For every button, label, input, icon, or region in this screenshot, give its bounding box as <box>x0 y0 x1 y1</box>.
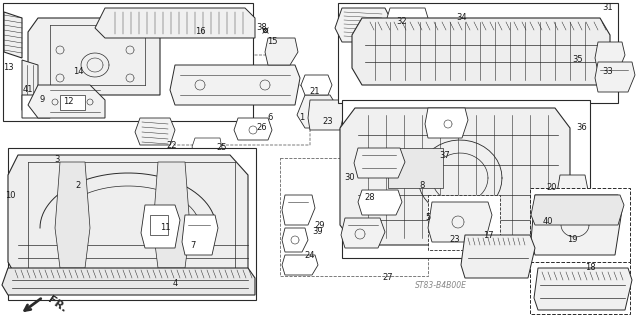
Text: 10: 10 <box>4 190 15 199</box>
Polygon shape <box>341 218 385 248</box>
Polygon shape <box>8 155 248 280</box>
Polygon shape <box>55 162 90 268</box>
Text: 11: 11 <box>160 223 170 233</box>
Text: 17: 17 <box>483 230 493 239</box>
Polygon shape <box>2 268 255 295</box>
Text: 26: 26 <box>257 124 268 132</box>
Bar <box>388 148 443 188</box>
Polygon shape <box>234 118 272 140</box>
Text: 35: 35 <box>573 55 583 65</box>
Text: 12: 12 <box>63 98 73 107</box>
Polygon shape <box>358 190 402 215</box>
Polygon shape <box>387 8 428 32</box>
Bar <box>150 215 168 235</box>
Text: 40: 40 <box>543 218 554 227</box>
Polygon shape <box>428 202 492 242</box>
Bar <box>60 95 85 110</box>
Polygon shape <box>282 228 308 252</box>
Polygon shape <box>461 235 535 278</box>
Polygon shape <box>4 12 22 58</box>
Text: 39: 39 <box>313 228 324 236</box>
Text: 1: 1 <box>299 114 304 123</box>
Text: 27: 27 <box>383 274 393 283</box>
Text: 22: 22 <box>167 140 177 149</box>
Text: 6: 6 <box>268 114 273 123</box>
Polygon shape <box>265 38 298 65</box>
Text: 15: 15 <box>267 37 277 46</box>
Bar <box>338 3 618 103</box>
Text: 18: 18 <box>585 263 596 273</box>
Polygon shape <box>28 18 160 95</box>
Polygon shape <box>170 65 300 105</box>
Polygon shape <box>28 85 105 118</box>
Polygon shape <box>354 148 405 178</box>
Text: 7: 7 <box>190 241 196 250</box>
Text: 23: 23 <box>450 236 461 244</box>
Text: 25: 25 <box>217 143 227 153</box>
Bar <box>428 195 500 250</box>
Polygon shape <box>182 215 218 255</box>
Polygon shape <box>335 8 392 42</box>
Text: 20: 20 <box>547 183 557 193</box>
Bar <box>530 262 630 314</box>
Polygon shape <box>141 205 180 248</box>
Text: 38: 38 <box>257 23 268 33</box>
Text: 41: 41 <box>23 85 33 94</box>
Polygon shape <box>153 162 190 268</box>
Polygon shape <box>531 195 624 225</box>
Text: 33: 33 <box>603 68 613 76</box>
Polygon shape <box>595 62 635 92</box>
Text: 34: 34 <box>457 13 468 22</box>
Polygon shape <box>301 75 332 95</box>
Polygon shape <box>282 255 318 275</box>
Polygon shape <box>531 195 622 255</box>
Bar <box>342 100 590 258</box>
Text: 37: 37 <box>440 150 450 159</box>
Bar <box>530 188 630 263</box>
Text: 31: 31 <box>603 4 613 12</box>
Text: 9: 9 <box>39 95 45 105</box>
Polygon shape <box>95 8 255 38</box>
Polygon shape <box>282 195 315 225</box>
Polygon shape <box>534 268 632 310</box>
Polygon shape <box>425 108 468 138</box>
Text: 16: 16 <box>195 28 205 36</box>
Bar <box>280 158 428 276</box>
Polygon shape <box>297 95 338 128</box>
Text: 29: 29 <box>315 220 326 229</box>
Text: 3: 3 <box>54 156 60 164</box>
Bar <box>3 3 253 121</box>
Text: ST83-B4B00E: ST83-B4B00E <box>415 281 467 290</box>
Polygon shape <box>192 138 222 155</box>
Polygon shape <box>22 60 38 115</box>
Text: 2: 2 <box>75 180 81 189</box>
Text: 5: 5 <box>426 213 431 222</box>
Text: 8: 8 <box>419 180 425 189</box>
Text: 4: 4 <box>173 278 178 287</box>
Text: 14: 14 <box>73 68 83 76</box>
Text: 19: 19 <box>567 236 577 244</box>
Text: 30: 30 <box>345 173 355 182</box>
Text: 32: 32 <box>397 18 407 27</box>
Text: 36: 36 <box>576 124 587 132</box>
Polygon shape <box>308 100 345 130</box>
Polygon shape <box>595 42 625 72</box>
Text: 13: 13 <box>3 63 13 73</box>
Text: 24: 24 <box>304 251 315 260</box>
Polygon shape <box>22 95 50 118</box>
Bar <box>8 148 256 300</box>
Text: 28: 28 <box>365 194 375 203</box>
Polygon shape <box>557 175 588 210</box>
Polygon shape <box>340 108 570 245</box>
Polygon shape <box>135 118 175 145</box>
Text: FR.: FR. <box>46 294 69 314</box>
Text: 21: 21 <box>310 87 320 97</box>
Polygon shape <box>352 18 610 85</box>
Text: 23: 23 <box>323 117 333 126</box>
